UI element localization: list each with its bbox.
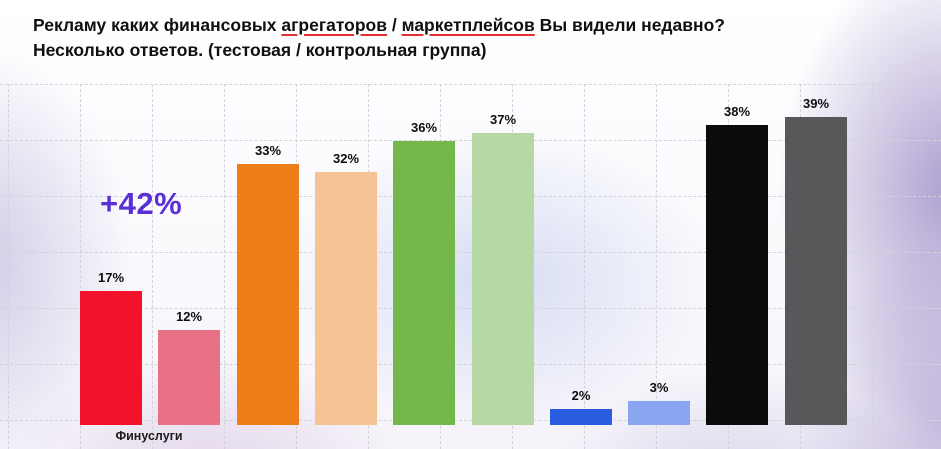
bar-value-label: 2% bbox=[571, 388, 591, 403]
grid-line-horizontal bbox=[0, 140, 941, 141]
grid-line-horizontal bbox=[0, 196, 941, 197]
grid-line-horizontal bbox=[0, 84, 941, 85]
bar-value-label: 38% bbox=[723, 104, 751, 119]
grid-line-vertical bbox=[224, 84, 225, 449]
bar-4 bbox=[393, 141, 455, 425]
bar-9 bbox=[785, 117, 847, 425]
bar-5 bbox=[472, 133, 534, 425]
bar-value-label: 12% bbox=[175, 309, 203, 324]
grid-line-vertical bbox=[656, 84, 657, 449]
bar-value-label: 17% bbox=[97, 270, 125, 285]
bar-0-Финуслуги bbox=[80, 291, 142, 425]
grid-line-vertical bbox=[872, 84, 873, 449]
title-text: Рекламу каких финансовых bbox=[33, 15, 282, 35]
bar-value-label: 37% bbox=[489, 112, 517, 127]
bar-2 bbox=[237, 164, 299, 425]
grid-line-vertical bbox=[80, 84, 81, 449]
bar-8 bbox=[706, 125, 768, 425]
bar-3 bbox=[315, 172, 377, 425]
bar-7 bbox=[628, 401, 690, 425]
grid-line-vertical bbox=[584, 84, 585, 449]
bar-6 bbox=[550, 409, 612, 425]
bar-value-label: 3% bbox=[649, 380, 669, 395]
grid-line-vertical bbox=[8, 84, 9, 449]
grid-line-horizontal bbox=[0, 364, 941, 365]
grid-line-horizontal bbox=[0, 420, 941, 421]
chart-title-line2: Несколько ответов. (тестовая / контрольн… bbox=[33, 40, 487, 60]
bar-value-label: 32% bbox=[332, 151, 360, 166]
title-underlined-term: маркетплейсов bbox=[401, 15, 535, 35]
category-label-finuslugi: Финуслуги bbox=[115, 429, 183, 443]
title-text: Вы видели недавно? bbox=[534, 15, 725, 35]
grid-line-horizontal bbox=[0, 308, 941, 309]
title-text: / bbox=[387, 15, 402, 35]
grid-line-horizontal bbox=[0, 252, 941, 253]
growth-annotation: +42% bbox=[100, 186, 183, 221]
chart-title-line1: Рекламу каких финансовых агрегаторов / м… bbox=[33, 13, 725, 38]
bar-value-label: 33% bbox=[254, 143, 282, 158]
bar-1-Финуслуги bbox=[158, 330, 220, 425]
title-underlined-term: агрегаторов bbox=[281, 15, 388, 35]
grid-line-vertical bbox=[152, 84, 153, 449]
bar-value-label: 36% bbox=[410, 120, 438, 135]
bar-value-label: 39% bbox=[802, 96, 830, 111]
chart-title: Рекламу каких финансовых агрегаторов / м… bbox=[33, 13, 725, 63]
